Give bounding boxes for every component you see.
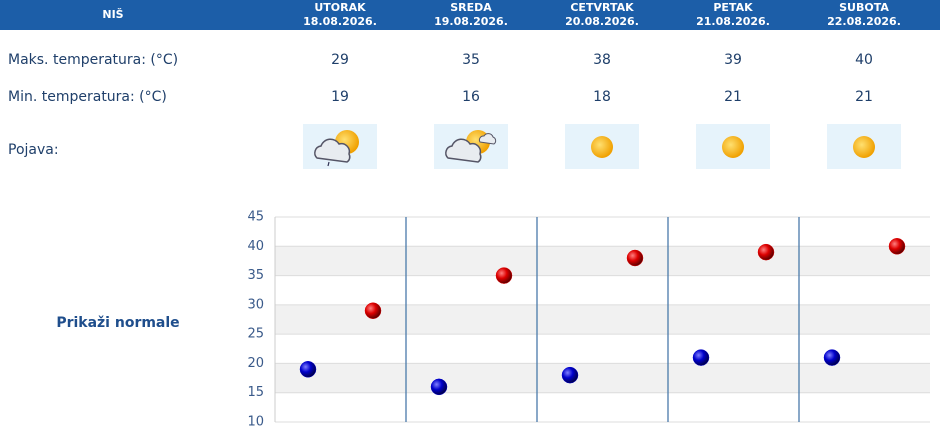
weather-icon: [827, 124, 901, 169]
min-point: [823, 349, 841, 366]
weather-icon: [303, 124, 377, 169]
min-temp: 21: [855, 89, 873, 105]
y-tick-label: 15: [247, 385, 264, 400]
min-point: [561, 366, 579, 384]
day-name: CETVRTAK: [570, 1, 634, 14]
day-date: 22.08.2026.: [827, 15, 901, 28]
day-date: 20.08.2026.: [565, 15, 639, 28]
sun: [591, 136, 613, 158]
day-name: SREDA: [450, 1, 492, 14]
band: [275, 246, 930, 276]
sun: [722, 136, 744, 158]
day-name: SUBOTA: [839, 1, 889, 14]
y-tick-label: 20: [247, 356, 264, 371]
y-tick-label: 10: [247, 415, 264, 430]
normals-link[interactable]: Prikaži normale: [56, 315, 179, 331]
band: [275, 304, 930, 335]
weather-icon: [434, 124, 508, 169]
weather-icon: [696, 124, 770, 169]
day-date: 19.08.2026.: [434, 15, 508, 28]
max-temp: 35: [462, 52, 480, 68]
header-bar: [0, 0, 940, 30]
cloud: [445, 138, 482, 163]
max-temp: 38: [593, 52, 611, 68]
day-name: PETAK: [713, 1, 753, 14]
max-point: [888, 238, 906, 255]
max-temp: 40: [855, 52, 873, 68]
weather-icon: [565, 124, 639, 169]
y-tick-label: 40: [247, 239, 264, 254]
min-point: [299, 361, 317, 378]
row-label: Min. temperatura: (°C): [8, 89, 167, 105]
max-point: [495, 267, 513, 284]
min-point: [430, 378, 448, 396]
day-date: 18.08.2026.: [303, 15, 377, 28]
max-temp: 29: [331, 52, 349, 68]
max-point: [626, 249, 644, 267]
rain: [327, 161, 330, 167]
max-point: [364, 302, 382, 319]
min-temp: 18: [593, 89, 611, 105]
row-label: Pojava:: [8, 142, 59, 158]
min-temp: 19: [331, 89, 349, 105]
max-temp: 39: [724, 52, 742, 68]
city: NIŠ: [102, 8, 123, 21]
min-temp: 21: [724, 89, 742, 105]
y-tick-label: 35: [247, 268, 264, 283]
day-name: UTORAK: [314, 1, 366, 14]
min-temp: 16: [462, 89, 480, 105]
y-tick-label: 30: [247, 297, 264, 312]
day-date: 21.08.2026.: [696, 15, 770, 28]
y-tick-label: 25: [247, 327, 264, 342]
sun: [853, 136, 875, 158]
cloud: [314, 138, 351, 163]
max-point: [757, 243, 775, 261]
cloud: [478, 133, 497, 145]
row-label: Maks. temperatura: (°C): [8, 52, 178, 68]
y-tick-label: 45: [247, 210, 264, 225]
band: [275, 363, 930, 393]
min-point: [692, 349, 710, 366]
